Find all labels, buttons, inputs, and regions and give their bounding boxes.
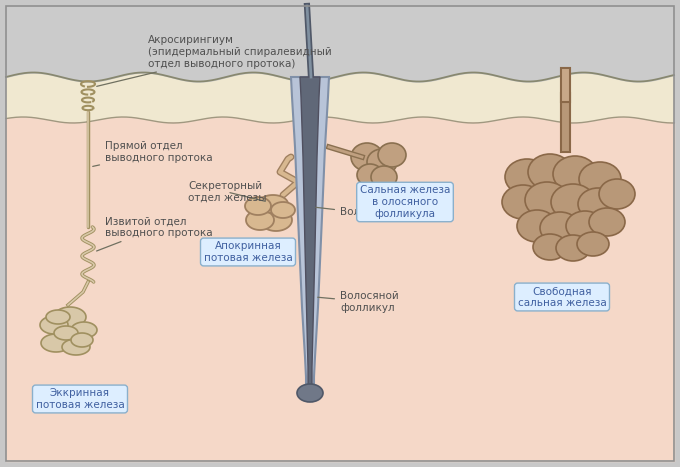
Polygon shape [46,310,70,324]
Ellipse shape [551,184,595,220]
Ellipse shape [528,154,572,190]
Text: Свободная
сальная железа: Свободная сальная железа [517,286,607,308]
Ellipse shape [351,143,383,171]
Text: Сальная железа
в олосяного
фолликула: Сальная железа в олосяного фолликула [360,185,450,219]
Polygon shape [41,334,71,352]
Polygon shape [54,326,78,340]
Bar [6,70,674,122]
Text: Волосяной
фолликул: Волосяной фолликул [318,291,398,313]
Polygon shape [54,307,86,327]
Text: Апокринная
потовая железа: Апокринная потовая железа [203,241,292,263]
Text: Акросирингиум
(эпидермальный спиралевидный
отдел выводного протока): Акросирингиум (эпидермальный спиралевидн… [97,35,332,86]
Polygon shape [71,333,93,347]
Polygon shape [246,210,274,230]
Ellipse shape [525,182,569,218]
Ellipse shape [566,211,604,241]
Ellipse shape [578,188,618,220]
Text: Эккринная
потовая железа: Эккринная потовая железа [35,388,124,410]
Ellipse shape [357,164,383,186]
Polygon shape [245,197,271,215]
Polygon shape [258,195,288,213]
Ellipse shape [505,159,549,195]
Text: Секреторный
отдел железы: Секреторный отдел железы [188,181,267,203]
Text: Волос: Волос [316,207,372,217]
Text: Извитой отдел
выводного протока: Извитой отдел выводного протока [97,216,213,251]
Bar [6,6,674,72]
Polygon shape [291,77,329,395]
Ellipse shape [378,143,406,167]
Polygon shape [71,322,97,338]
Polygon shape [62,339,90,355]
Ellipse shape [577,232,609,256]
Ellipse shape [540,212,580,244]
Ellipse shape [371,166,397,188]
Ellipse shape [533,234,567,260]
Ellipse shape [553,156,597,192]
Polygon shape [260,209,292,231]
Polygon shape [40,316,68,334]
Polygon shape [300,77,320,387]
Ellipse shape [502,185,544,219]
Ellipse shape [367,149,397,175]
Text: Прямой отдел
выводного протока: Прямой отдел выводного протока [92,141,213,166]
Ellipse shape [297,384,323,402]
Ellipse shape [556,235,590,261]
Polygon shape [271,202,295,218]
Ellipse shape [579,162,621,196]
Ellipse shape [599,179,635,209]
Ellipse shape [589,208,625,236]
Ellipse shape [517,210,557,242]
